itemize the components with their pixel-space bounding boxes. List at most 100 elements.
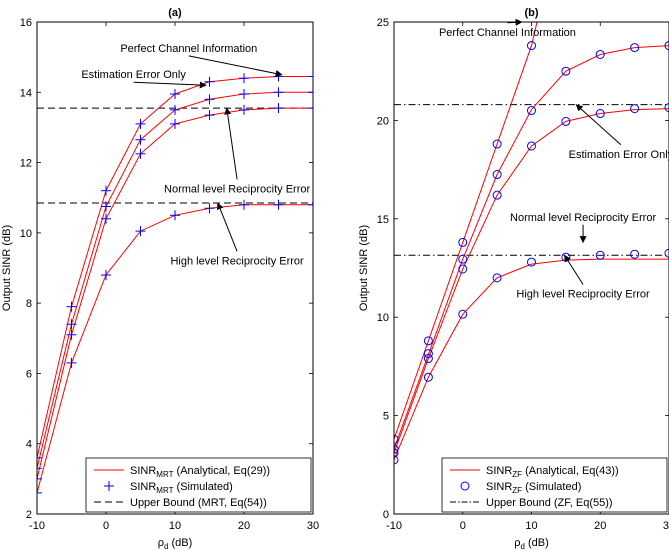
x-tick-label: -10 — [386, 520, 402, 532]
x-tick-label: -10 — [29, 520, 45, 532]
simulated-point — [37, 452, 42, 463]
simulated-point — [273, 199, 284, 210]
annotation: Perfect Channel Information — [439, 27, 576, 39]
simulated-point — [308, 103, 313, 114]
simulated-point — [561, 116, 571, 126]
axes-box — [36, 21, 314, 515]
simulated-point — [595, 109, 605, 119]
simulated-point — [135, 134, 146, 145]
simulated-point — [101, 270, 111, 281]
simulated-point — [37, 473, 42, 484]
simulated-point — [101, 201, 111, 212]
simulated-point — [66, 301, 77, 312]
simulated-point — [527, 41, 536, 51]
y-tick-label: 6 — [26, 368, 32, 380]
analytical-line-estimation — [37, 91, 313, 469]
simulated-point — [170, 104, 180, 115]
simulated-point — [595, 250, 605, 260]
analytical-line-normal — [394, 108, 669, 454]
x-tick-label: 20 — [594, 520, 606, 532]
y-tick-label: 16 — [20, 17, 32, 29]
simulated-point — [170, 118, 180, 129]
simulated-point — [273, 87, 284, 98]
simulated-point — [66, 357, 77, 368]
x-tick-label: 10 — [169, 520, 181, 532]
plot-area — [394, 22, 669, 465]
annotation: Estimation Error Only — [569, 149, 669, 161]
y-axis-label: Output SINR (dB) — [358, 225, 370, 311]
y-tick-label: 2 — [26, 509, 32, 521]
simulated-point — [135, 148, 146, 159]
simulated-point — [423, 349, 433, 359]
simulated-point — [135, 226, 146, 237]
y-tick-label: 20 — [377, 115, 389, 127]
annotation-arrow — [133, 81, 207, 89]
y-tick-label: 14 — [20, 87, 32, 99]
simulated-point — [170, 210, 180, 221]
simulated-point — [423, 354, 433, 364]
simulated-point — [204, 110, 215, 121]
simulated-point — [37, 487, 42, 498]
simulated-point — [239, 73, 249, 84]
legend-entry-label: Upper Bound (MRT, Eq(54)) — [130, 497, 267, 509]
y-tick-label: 8 — [26, 298, 32, 310]
y-tick-label: 12 — [20, 158, 32, 170]
simulated-point — [527, 106, 536, 116]
simulated-point — [527, 257, 536, 267]
simulated-point — [394, 455, 399, 465]
annotation: High level Reciprocity Error — [516, 289, 650, 301]
annotation: Normal level Reciprocity Error — [510, 212, 656, 224]
simulated-point — [492, 273, 502, 283]
simulated-point — [308, 71, 313, 82]
panel-title: (b) — [524, 7, 538, 19]
axes-box — [393, 21, 669, 515]
y-tick-label: 10 — [377, 312, 389, 324]
simulated-point — [664, 103, 669, 113]
x-axis-label: ρd (dB) — [158, 537, 193, 550]
y-tick-label: 25 — [377, 17, 389, 29]
legend-entry-label: SINRZF (Simulated) — [486, 481, 581, 495]
simulated-point — [630, 249, 640, 259]
legend: SINRMRT (Analytical, Eq(29)) SINRMRT (Sim… — [85, 457, 312, 513]
annotation-arrow — [224, 107, 238, 180]
simulated-point — [239, 199, 249, 210]
simulated-point — [664, 41, 669, 51]
simulated-point — [204, 203, 215, 214]
analytical-line-high — [394, 258, 669, 461]
y-tick-label: 5 — [383, 411, 389, 423]
simulated-point — [664, 248, 669, 258]
simulated-point — [204, 94, 215, 105]
annotation-arrow — [575, 104, 622, 146]
simulated-point — [66, 319, 77, 330]
annotation-arrow — [188, 55, 283, 77]
analytical-line-perfect — [394, 22, 538, 440]
simulated-point — [595, 49, 605, 59]
simulated-point — [458, 254, 468, 264]
y-tick-label: 10 — [20, 228, 32, 240]
analytical-line-high — [37, 204, 313, 494]
y-tick-label: 0 — [383, 509, 389, 521]
simulated-point — [239, 89, 249, 100]
annotation: Normal level Reciprocity Error — [164, 183, 310, 195]
simulated-point — [101, 213, 111, 224]
simulated-point — [630, 43, 640, 53]
simulated-point — [135, 118, 146, 129]
panel-title: (a) — [168, 7, 182, 19]
simulated-point — [273, 103, 284, 114]
simulated-point — [423, 336, 433, 346]
analytical-line-normal — [37, 107, 313, 480]
simulated-point — [37, 463, 42, 474]
simulated-point — [492, 170, 502, 180]
chart-panel-a: (a) 2 4 6 8 10 12 14 16 -10 0 10 20 30 ρd (dB) Output S… — [1, 7, 319, 550]
x-tick-label: 10 — [525, 520, 537, 532]
legend-box — [85, 457, 312, 513]
legend-entry-label: Upper Bound (ZF, Eq(55)) — [486, 497, 613, 509]
simulated-point — [394, 448, 399, 458]
y-tick-label: 15 — [377, 214, 389, 226]
annotation: Estimation Error Only — [81, 69, 186, 81]
simulated-point — [101, 185, 111, 196]
annotation: High level Reciprocity Error — [170, 255, 304, 267]
x-tick-label: 0 — [460, 520, 466, 532]
analytical-line-estimation — [394, 45, 669, 450]
